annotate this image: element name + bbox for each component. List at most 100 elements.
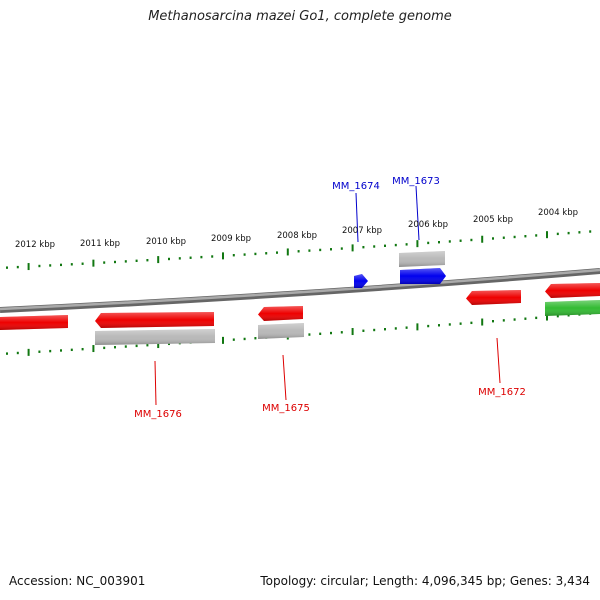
tick-mark (265, 252, 268, 255)
gene-features[interactable] (0, 251, 600, 345)
rna-right-partial[interactable] (545, 300, 600, 316)
tick-mark (394, 243, 397, 247)
cds-mm-1676[interactable] (95, 329, 215, 345)
tick-mark (589, 230, 592, 233)
tick-mark (38, 264, 41, 268)
tick-mark (535, 316, 538, 320)
tick-mark (286, 248, 289, 256)
tick-mark (6, 352, 8, 355)
tick-mark (178, 257, 181, 260)
tick-mark (556, 232, 559, 236)
tick-mark (6, 266, 8, 269)
tick-mark (351, 244, 354, 252)
tick-mark (535, 234, 538, 237)
tick-mark (340, 247, 343, 250)
tick-mark (222, 252, 224, 260)
tick-mark (124, 345, 127, 348)
tick-mark (60, 349, 62, 352)
tick-mark (60, 263, 62, 267)
gene-label: MM_1673 (392, 176, 440, 187)
tick-mark (81, 262, 84, 265)
tick-mark (211, 255, 214, 258)
tick-mark (92, 345, 95, 353)
tick-mark (459, 239, 462, 242)
tick-label: 2007 kbp (342, 226, 382, 236)
tick-mark (448, 240, 451, 243)
tick-label: 2005 kbp (473, 215, 513, 225)
tick-mark (27, 348, 30, 356)
tick-mark (243, 253, 246, 256)
gene-callout: MM_1676 (134, 360, 182, 420)
tick-label: 2004 kbp (538, 208, 578, 218)
tick-mark (502, 236, 505, 239)
gene-mm-1673[interactable] (400, 268, 446, 284)
tick-mark (49, 349, 52, 353)
tick-mark (524, 235, 527, 238)
tick-mark (416, 323, 419, 331)
tick-mark (297, 250, 300, 253)
tick-label: 2006 kbp (408, 220, 448, 230)
gene-right-partial[interactable] (545, 283, 600, 298)
tick-mark (416, 240, 419, 248)
gene-mm-1672[interactable] (466, 290, 521, 305)
genome-summary: Topology: circular; Length: 4,096,345 bp… (260, 574, 590, 588)
tick-mark (330, 248, 332, 251)
tick-label: 2009 kbp (211, 234, 251, 244)
accession-label: Accession: NC_003901 (9, 574, 146, 588)
tick-mark (492, 320, 494, 323)
tick-mark (470, 238, 473, 242)
tick-mark (427, 241, 430, 245)
tick-mark (459, 322, 462, 325)
tick-mark (481, 318, 484, 326)
tick-mark (27, 263, 30, 271)
tick-mark (308, 249, 311, 252)
gene-callout: MM_1674 (332, 181, 380, 243)
tick-mark (157, 256, 160, 264)
tick-mark (330, 331, 332, 335)
tick-mark (38, 350, 41, 353)
tick-mark (492, 237, 494, 240)
tick-mark (362, 245, 365, 249)
tick-mark (70, 263, 73, 266)
tick-mark (524, 317, 527, 320)
tick-mark (448, 323, 451, 326)
tick-mark (81, 347, 84, 351)
tick-mark (16, 265, 19, 269)
tick-mark (567, 314, 570, 317)
tick-mark (114, 346, 116, 349)
cds-mm-1675[interactable] (258, 323, 304, 339)
tick-mark (103, 346, 106, 350)
gene-callout: MM_1672 (478, 337, 526, 398)
gene-label: MM_1676 (134, 409, 182, 420)
gene-label: MM_1675 (262, 403, 310, 414)
tick-mark (373, 245, 376, 248)
tick-mark (114, 260, 116, 264)
tick-mark (70, 348, 73, 352)
tick-mark (254, 252, 257, 256)
tick-mark (168, 257, 170, 261)
tick-mark (16, 351, 19, 355)
gene-mm-1674[interactable] (354, 274, 368, 288)
tick-mark (405, 243, 408, 246)
tick-labels: 2012 kbp 2011 kbp 2010 kbp 2009 kbp 2008 kbp… (15, 208, 578, 250)
tick-mark (405, 326, 408, 329)
gene-callout: MM_1673 (392, 176, 440, 241)
tick-mark (308, 333, 311, 336)
gene-mm-1675[interactable] (258, 306, 303, 321)
tick-mark (567, 231, 570, 235)
gene-left-partial[interactable] (0, 315, 68, 330)
gene-label: MM_1672 (478, 387, 526, 398)
tick-mark (513, 235, 516, 239)
cds-mm-1673[interactable] (399, 251, 445, 267)
genome-backbone (0, 268, 600, 313)
tick-label: 2011 kbp (80, 239, 120, 249)
gene-mm-1676[interactable] (95, 312, 214, 328)
gene-callout: MM_1675 (262, 354, 310, 414)
tick-mark (232, 338, 235, 341)
tick-mark (189, 256, 192, 259)
tick-mark (254, 337, 257, 340)
tick-label: 2012 kbp (15, 240, 55, 250)
tick-mark (319, 332, 322, 336)
gene-callouts: MM_1674 MM_1673 MM_1676 MM_1675 MM_1672 (134, 176, 526, 420)
